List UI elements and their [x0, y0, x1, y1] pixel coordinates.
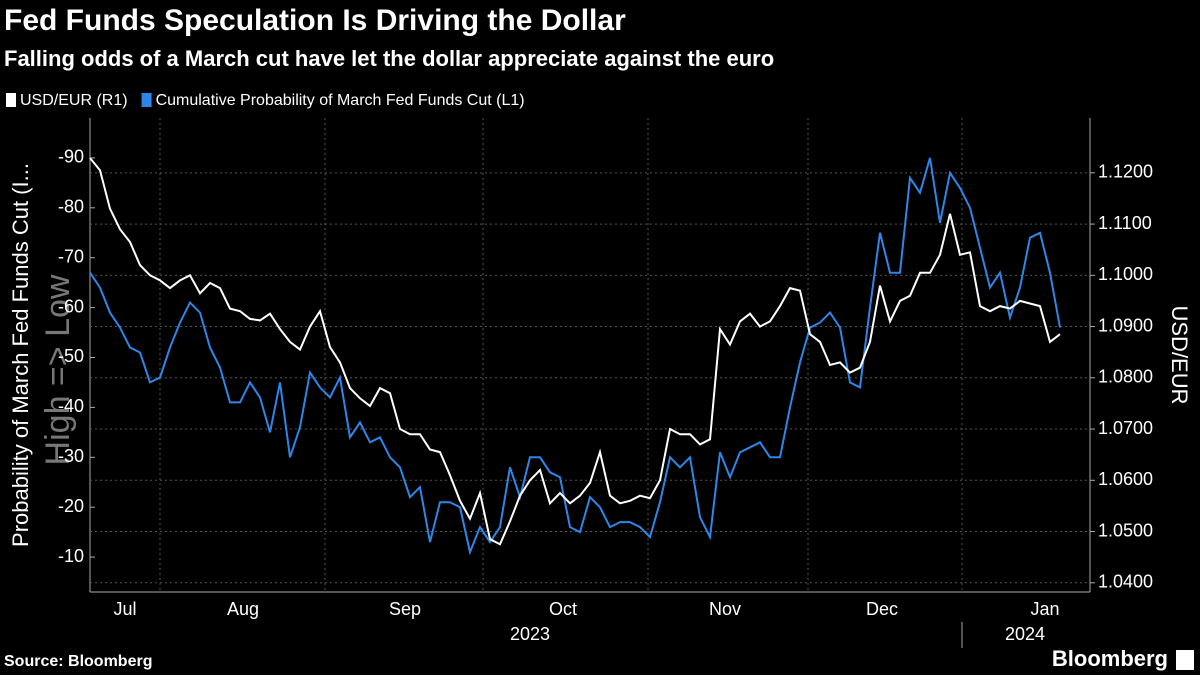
x-tick-label: Sep — [389, 599, 421, 619]
chart-subtitle: Falling odds of a March cut have let the… — [4, 46, 774, 71]
y-tick-label: -20 — [58, 496, 84, 516]
x-year-label: 2023 — [510, 624, 550, 644]
y-tick-label: -70 — [58, 246, 84, 266]
series-line — [89, 157, 1061, 546]
y-tick-label: -10 — [58, 546, 84, 566]
y-tick-label: -40 — [58, 396, 84, 416]
y-tick-label: -30 — [58, 446, 84, 466]
y2-tick-label: 1.1100 — [1098, 213, 1152, 233]
y2-axis-label: USD/EUR — [1167, 305, 1192, 404]
legend-label: Cumulative Probability of March Fed Fund… — [156, 92, 525, 109]
series-line — [89, 157, 1061, 556]
x-tick-label: Nov — [709, 599, 741, 619]
brand: Bloomberg — [1052, 646, 1168, 671]
chart-title: Fed Funds Speculation Is Driving the Dol… — [4, 4, 626, 37]
x-tick-label: Jan — [1030, 599, 1059, 619]
y2-tick-label: 1.0400 — [1098, 572, 1153, 592]
y2-tick-label: 1.0700 — [1098, 418, 1153, 438]
x-tick-label: Jul — [113, 599, 136, 619]
brand-icon — [1176, 650, 1194, 670]
y-tick-label: -50 — [58, 346, 84, 366]
x-tick-label: Aug — [227, 599, 259, 619]
y2-tick-label: 1.0800 — [1098, 367, 1153, 387]
x-year-label: 2024 — [1005, 624, 1045, 644]
y-tick-label: -60 — [58, 296, 84, 316]
y-tick-label: -80 — [58, 197, 84, 217]
annotation: High => Low — [39, 274, 77, 465]
x-tick-label: Oct — [549, 599, 577, 619]
month-separators — [159, 118, 963, 648]
y2-tick-label: 1.0900 — [1098, 315, 1153, 335]
legend-swatch — [6, 93, 16, 107]
x-tick-label: Dec — [866, 599, 898, 619]
y2-tick-label: 1.0600 — [1098, 469, 1153, 489]
source: Source: Bloomberg — [4, 653, 152, 670]
y2-tick-label: 1.1000 — [1098, 264, 1153, 284]
y2-tick-label: 1.1200 — [1098, 162, 1153, 182]
y-axis-label: Probability of March Fed Funds Cut (I... — [8, 163, 33, 547]
y2-tick-label: 1.0500 — [1098, 520, 1153, 540]
legend-label: USD/EUR (R1) — [20, 92, 128, 109]
legend-swatch — [141, 93, 152, 107]
y-tick-label: -90 — [58, 147, 84, 167]
